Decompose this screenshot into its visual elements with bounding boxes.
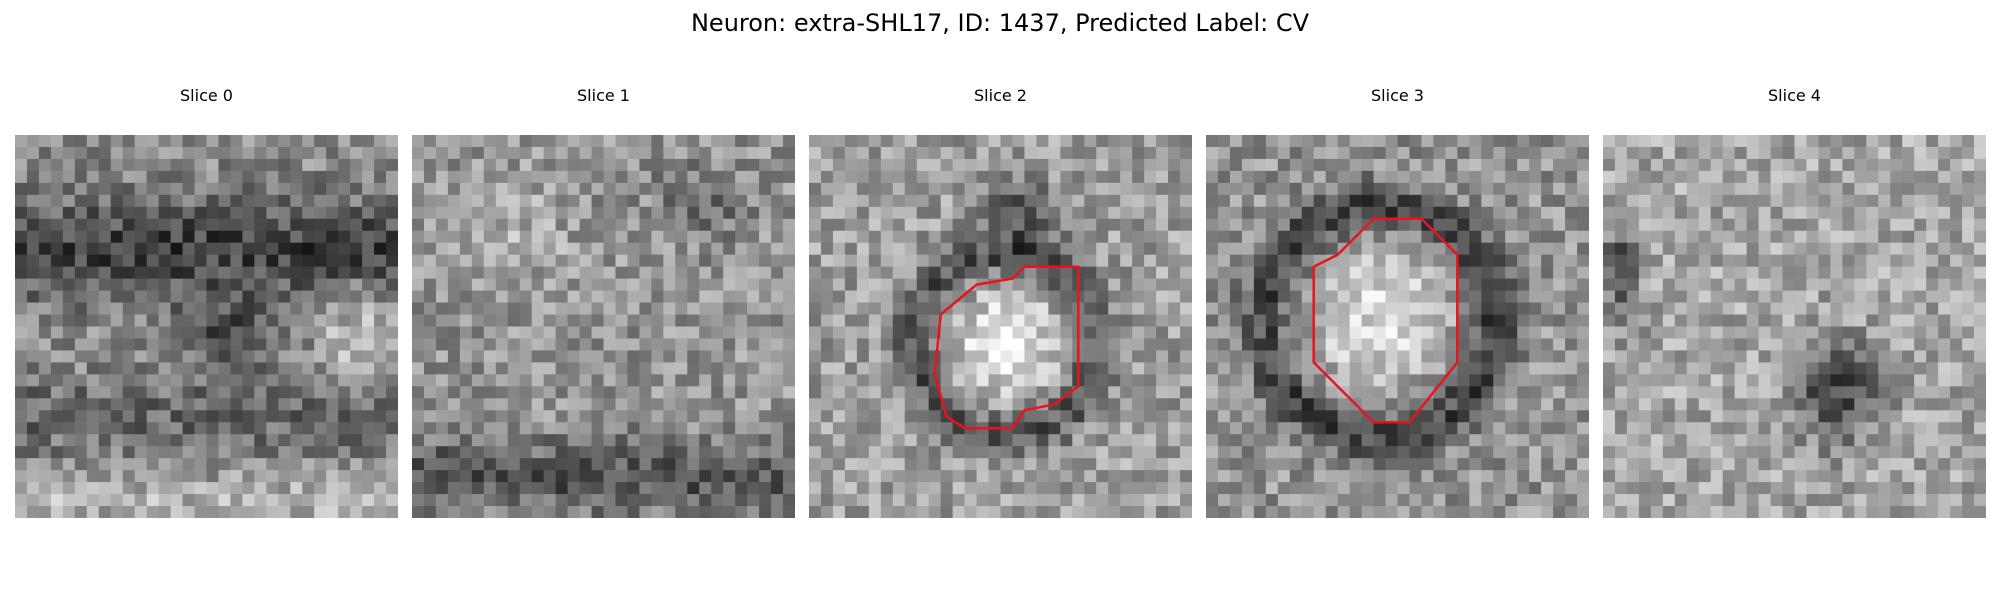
slice-svg-2 bbox=[809, 135, 1192, 518]
slice-image-2 bbox=[809, 135, 1192, 518]
slice-image-4 bbox=[1603, 135, 1986, 518]
slice-image-0 bbox=[15, 135, 398, 518]
slice-title-0: Slice 0 bbox=[180, 86, 233, 105]
slice-svg-3 bbox=[1206, 135, 1589, 518]
slice-title-2: Slice 2 bbox=[974, 86, 1027, 105]
figure-title: Neuron: extra-SHL17, ID: 1437, Predicted… bbox=[690, 9, 1310, 37]
slice-svg-4 bbox=[1603, 135, 1986, 518]
slice-svg-1 bbox=[412, 135, 795, 518]
segmentation-contour-2 bbox=[933, 265, 1080, 430]
slice-svg-0 bbox=[15, 135, 398, 518]
slice-title-1: Slice 1 bbox=[577, 86, 630, 105]
slice-title-4: Slice 4 bbox=[1768, 86, 1821, 105]
slice-title-3: Slice 3 bbox=[1371, 86, 1424, 105]
segmentation-contour-3 bbox=[1312, 217, 1459, 424]
slice-image-3 bbox=[1206, 135, 1589, 518]
slice-image-1 bbox=[412, 135, 795, 518]
